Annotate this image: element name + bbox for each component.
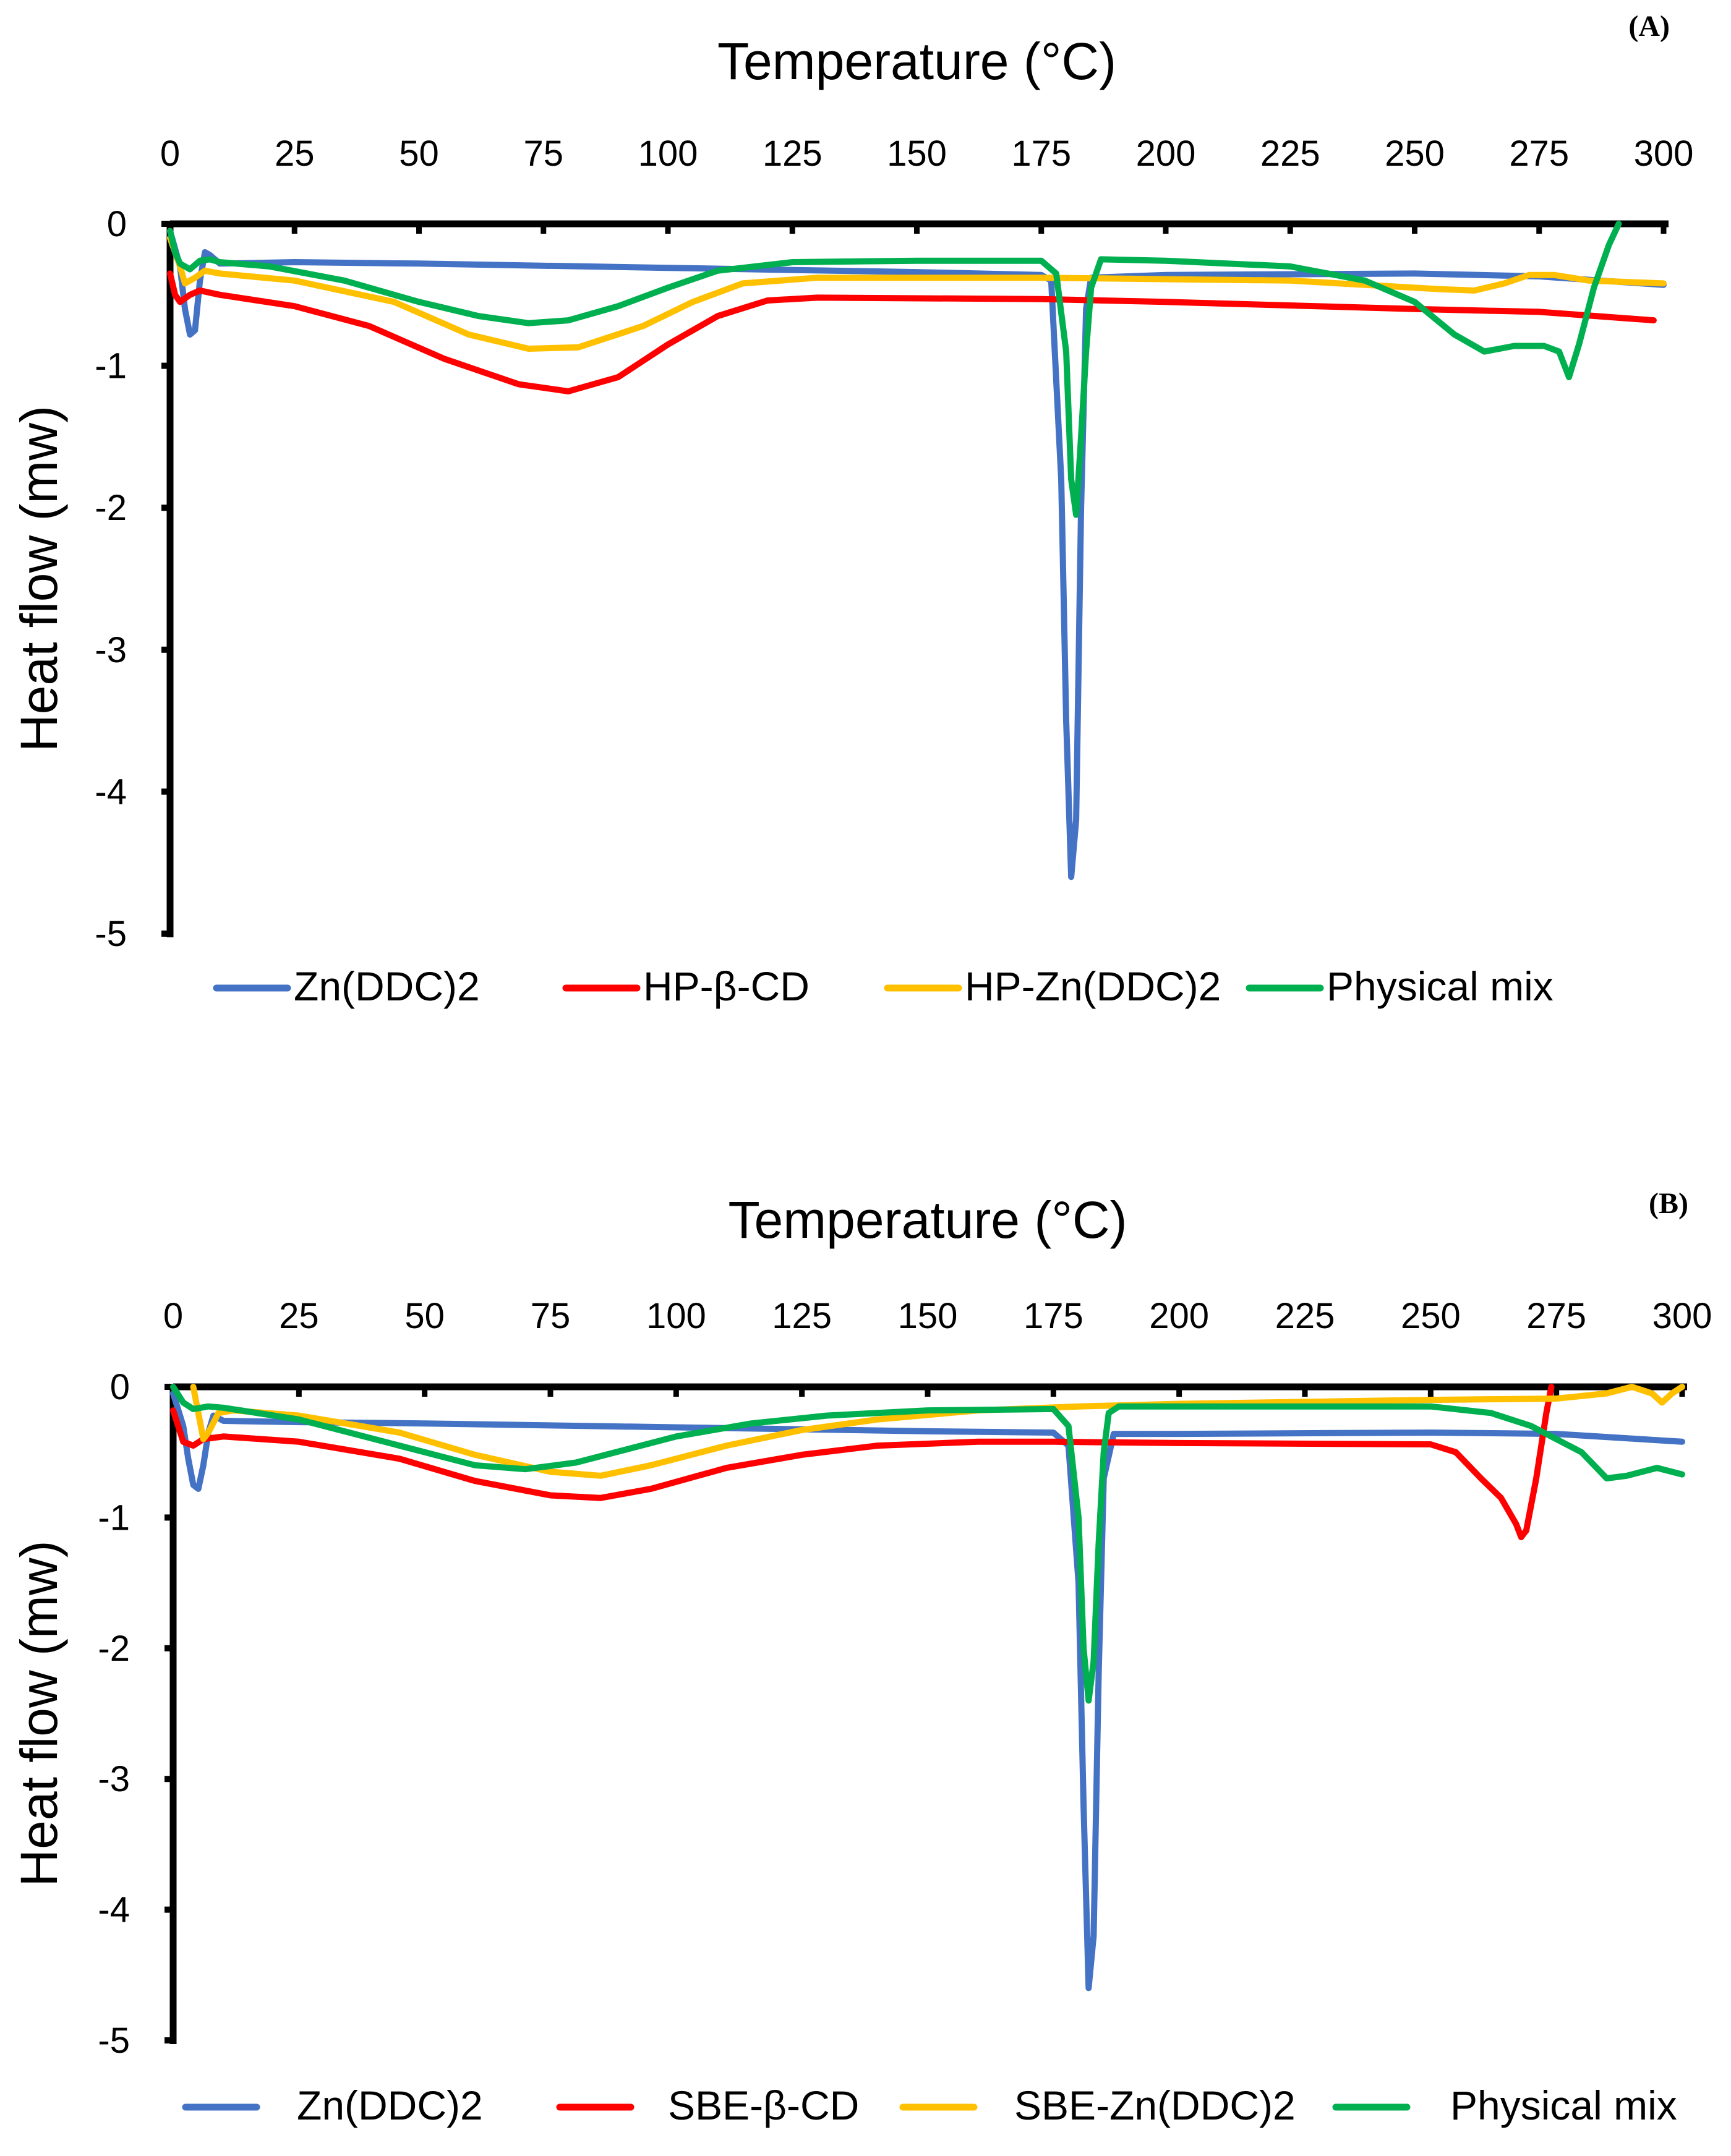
x-tick-label: 0 [160, 134, 180, 174]
x-tick-label: 275 [1526, 1296, 1586, 1336]
x-tick-label: 25 [279, 1296, 319, 1336]
legend-label: Physical mix [1327, 963, 1554, 1009]
legend: Zn(DDC)2 SBE-β-CD SBE-Zn(DDC)2 Physical mix [182, 2082, 1677, 2128]
panel-label: (B) [1649, 1187, 1688, 1220]
series-line-1 [167, 228, 1667, 880]
x-tick-label: 125 [763, 134, 823, 174]
legend-label: SBE-Zn(DDC)2 [1014, 2082, 1296, 2128]
x-tick-label: 150 [887, 134, 947, 174]
x-tick-label: 300 [1652, 1296, 1712, 1336]
x-tick-label: 50 [404, 1296, 445, 1336]
y-tick-label: -5 [95, 914, 127, 954]
series-line-4 [167, 221, 1622, 518]
y-axis-title: Heat flow (mw) [10, 406, 68, 752]
x-tick-label: 250 [1401, 1296, 1461, 1336]
x-tick-label: 0 [163, 1296, 183, 1336]
x-tick-label: 175 [1011, 134, 1071, 174]
x-tick-label: 150 [898, 1296, 958, 1336]
x-tick-label: 300 [1634, 134, 1694, 174]
x-tick-label: 250 [1385, 134, 1445, 174]
chart-panel-1: (A) Temperature (°C) Heat flow (mw) 0 25 50 75… [10, 10, 1693, 1009]
legend-label: Zn(DDC)2 [294, 963, 480, 1009]
y-tick-label: -5 [98, 2021, 130, 2061]
legend-label: SBE-β-CD [668, 2082, 859, 2128]
y-axis-title: Heat flow (mw) [10, 1540, 68, 1886]
y-tick-label: -1 [98, 1498, 130, 1538]
y-tick-label: -4 [95, 772, 127, 812]
x-tick-label: 200 [1149, 1296, 1209, 1336]
chart-panel-2: (B) Temperature (°C) Heat flow (mw) 0 25 50 75… [10, 1187, 1712, 2128]
series-line-2 [167, 270, 1657, 394]
series-line-2 [170, 1384, 1555, 1541]
y-tick-label: 0 [107, 204, 127, 244]
x-tick-label: 125 [772, 1296, 832, 1336]
x-tick-label: 225 [1275, 1296, 1335, 1336]
series-line-4 [170, 1384, 1685, 1704]
legend: Zn(DDC)2 HP-β-CD HP-Zn(DDC)2 Physical mix [213, 963, 1554, 1009]
y-tick-label: -3 [98, 1759, 130, 1799]
x-axis-title: Temperature (°C) [728, 1191, 1127, 1249]
y-tick-label: 0 [110, 1367, 130, 1407]
y-tick-label: -1 [95, 346, 127, 386]
y-tick-label: -3 [95, 630, 127, 670]
y-tick-label: -4 [98, 1890, 130, 1930]
legend-label: Physical mix [1450, 2082, 1677, 2128]
x-axis-title: Temperature (°C) [717, 32, 1116, 90]
x-tick-label: 225 [1260, 134, 1320, 174]
legend-label: HP-β-CD [643, 963, 810, 1009]
x-tick-label: 75 [531, 1296, 571, 1336]
x-tick-label: 75 [523, 134, 563, 174]
y-tick-label: -2 [95, 488, 127, 528]
panel-label: (A) [1628, 10, 1670, 43]
legend-label: Zn(DDC)2 [297, 2082, 483, 2128]
series-line-3 [167, 235, 1667, 352]
y-tick-label: -2 [98, 1629, 130, 1669]
x-tick-label: 175 [1024, 1296, 1083, 1336]
series-line-1 [170, 1390, 1685, 1992]
x-tick-label: 50 [399, 134, 439, 174]
x-tick-label: 200 [1136, 134, 1196, 174]
legend-label: HP-Zn(DDC)2 [965, 963, 1221, 1009]
series-line-3 [190, 1384, 1685, 1479]
x-tick-label: 275 [1509, 134, 1569, 174]
x-tick-label: 100 [646, 1296, 706, 1336]
x-tick-label: 25 [275, 134, 315, 174]
x-tick-label: 100 [638, 134, 698, 174]
